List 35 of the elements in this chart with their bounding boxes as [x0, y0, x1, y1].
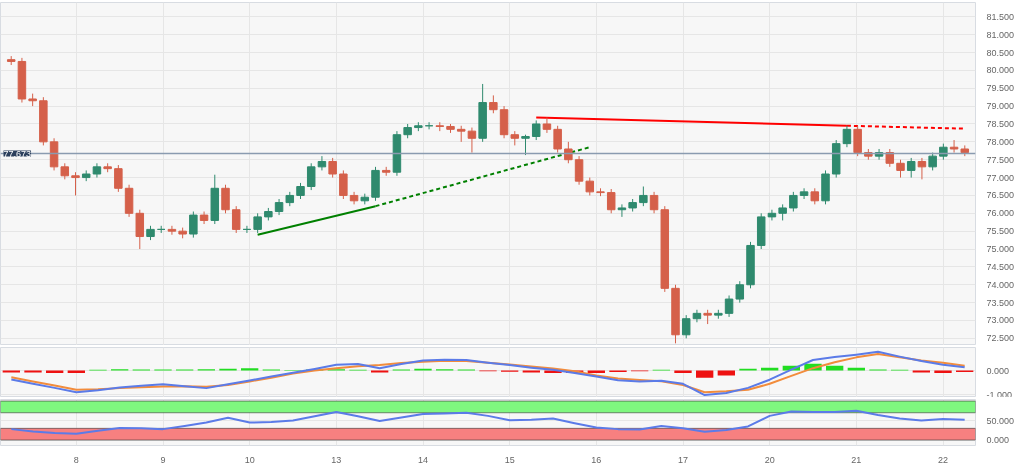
ref-line-label: 77.673: [3, 148, 32, 159]
x-tick-label: 13: [331, 454, 342, 465]
y-tick-label: 74.500: [986, 261, 1015, 272]
x-tick-label: 9: [160, 454, 166, 465]
x-tick-label: 20: [764, 454, 775, 465]
y-tick-label: 81.500: [986, 11, 1015, 22]
y-tick-label: 75.000: [986, 244, 1015, 255]
x-tick-label: 21: [851, 454, 862, 465]
y-tick-label: 74.000: [986, 279, 1015, 290]
y-tick-label: 0.000: [986, 365, 1010, 376]
y-tick-label: 79.000: [986, 101, 1015, 112]
y-tick-label: 80.000: [986, 65, 1015, 76]
y-tick-label: 78.000: [986, 136, 1015, 147]
y-tick-label: 73.000: [986, 315, 1015, 326]
y-tick-label: 77.500: [986, 154, 1015, 165]
x-tick-label: 22: [937, 454, 949, 465]
x-tick-label: 17: [677, 454, 689, 465]
y-tick-label: 77.000: [986, 172, 1015, 183]
x-tick-label: 16: [591, 454, 602, 465]
y-tick-label: -1.000: [986, 389, 1013, 400]
x-tick-label: 8: [73, 454, 79, 465]
x-tick-label: 10: [244, 454, 255, 465]
y-tick-label: 50.000: [986, 415, 1015, 426]
y-tick-label: 73.500: [986, 297, 1015, 308]
y-tick-label: 75.500: [986, 226, 1015, 237]
x-tick-label: 14: [417, 454, 429, 465]
y-tick-label: 76.500: [986, 190, 1015, 201]
y-tick-label: 0.000: [986, 435, 1010, 446]
y-tick-label: 79.500: [986, 83, 1015, 94]
y-tick-label: 72.500: [986, 333, 1015, 344]
y-tick-label: 80.500: [986, 47, 1015, 58]
x-tick-label: 15: [504, 454, 515, 465]
y-tick-label: 76.000: [986, 208, 1015, 219]
y-tick-label: 78.500: [986, 118, 1015, 129]
y-tick-label: 81.000: [986, 29, 1015, 40]
